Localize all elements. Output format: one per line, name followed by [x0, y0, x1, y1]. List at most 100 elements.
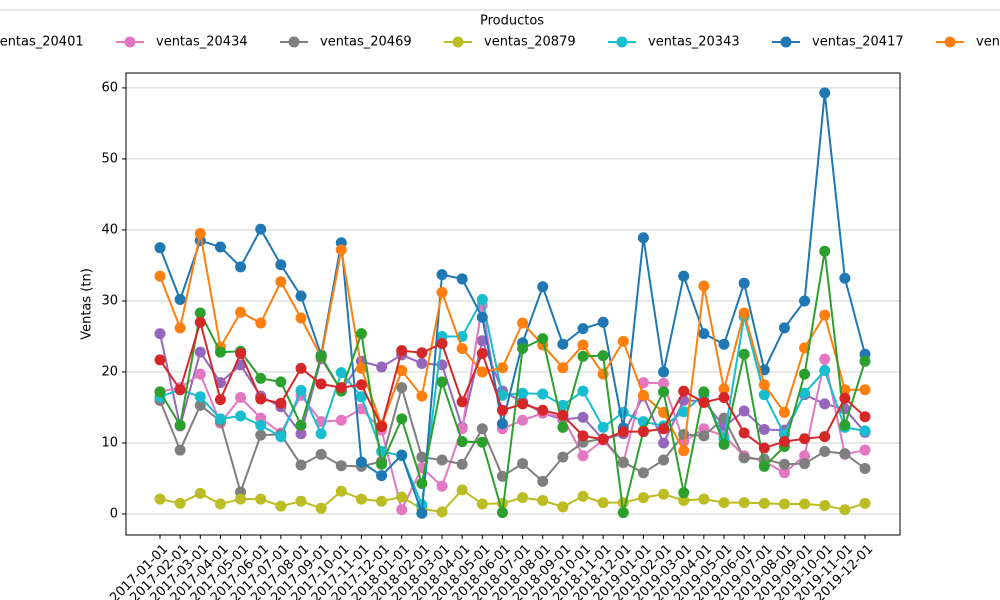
point [678, 385, 690, 397]
point [255, 493, 267, 505]
point [517, 492, 529, 504]
point [476, 436, 488, 448]
point [577, 323, 589, 335]
series [154, 316, 871, 454]
point [778, 436, 790, 448]
point [698, 430, 710, 442]
point [315, 448, 327, 460]
point [335, 460, 347, 472]
point [456, 484, 468, 496]
y-tick-label: 10 [101, 435, 118, 450]
point [214, 394, 226, 406]
point [154, 328, 166, 340]
point [476, 294, 488, 306]
point [678, 428, 690, 440]
legend-marker [944, 36, 956, 48]
point [678, 445, 690, 457]
point [335, 382, 347, 394]
point [517, 387, 529, 399]
point [436, 286, 448, 298]
point [154, 242, 166, 254]
point [537, 333, 549, 345]
legend-label: ventas_20417 [812, 35, 904, 50]
legend-label: ventas_20469 [320, 35, 412, 50]
point [819, 245, 831, 257]
point [839, 384, 851, 396]
legend-label: ventas_20434 [156, 35, 248, 50]
point [496, 507, 508, 519]
point [698, 493, 710, 505]
point [778, 498, 790, 510]
point [235, 306, 247, 318]
point [376, 361, 388, 373]
point [637, 467, 649, 479]
point [678, 487, 690, 499]
point [396, 345, 408, 357]
point [416, 451, 428, 463]
point [859, 425, 871, 437]
legend-marker [616, 36, 628, 48]
point [476, 366, 488, 378]
point [758, 497, 770, 509]
point [496, 418, 508, 430]
point [819, 365, 831, 377]
point [476, 347, 488, 359]
point [396, 504, 408, 516]
point [517, 458, 529, 470]
point [799, 368, 811, 380]
point [235, 261, 247, 273]
point [738, 452, 750, 464]
series [154, 484, 871, 518]
point [698, 328, 710, 340]
series-line [159, 92, 866, 514]
point [436, 269, 448, 281]
point [517, 343, 529, 355]
point [557, 338, 569, 350]
point [597, 497, 609, 509]
point [819, 87, 831, 99]
point [557, 421, 569, 433]
y-tick-label: 40 [101, 222, 118, 237]
point [154, 354, 166, 366]
point [154, 493, 166, 505]
point [658, 437, 670, 449]
point [617, 426, 629, 438]
point [214, 241, 226, 253]
point [174, 419, 186, 431]
point [718, 392, 730, 404]
point [839, 504, 851, 516]
point [758, 442, 770, 454]
point [839, 419, 851, 431]
plot-frame [125, 72, 901, 536]
point [496, 470, 508, 482]
point [335, 244, 347, 256]
point [577, 339, 589, 351]
point [819, 398, 831, 410]
legend-title: Productos [480, 14, 544, 29]
y-tick-label: 20 [101, 364, 118, 379]
point [738, 405, 750, 417]
point [476, 423, 488, 435]
point [557, 451, 569, 463]
point [678, 494, 690, 506]
point [255, 429, 267, 441]
point [778, 467, 790, 479]
series-line [159, 233, 865, 455]
point [658, 454, 670, 466]
point [396, 382, 408, 394]
point [819, 309, 831, 321]
point [617, 456, 629, 468]
legend-label: ven [976, 35, 1000, 50]
point [416, 507, 428, 519]
point [335, 367, 347, 379]
point [235, 347, 247, 359]
point [275, 500, 287, 512]
point [456, 396, 468, 408]
point [235, 410, 247, 422]
point [678, 406, 690, 418]
point [255, 419, 267, 431]
point [335, 414, 347, 426]
point [295, 428, 307, 440]
point [537, 475, 549, 487]
point [537, 388, 549, 400]
